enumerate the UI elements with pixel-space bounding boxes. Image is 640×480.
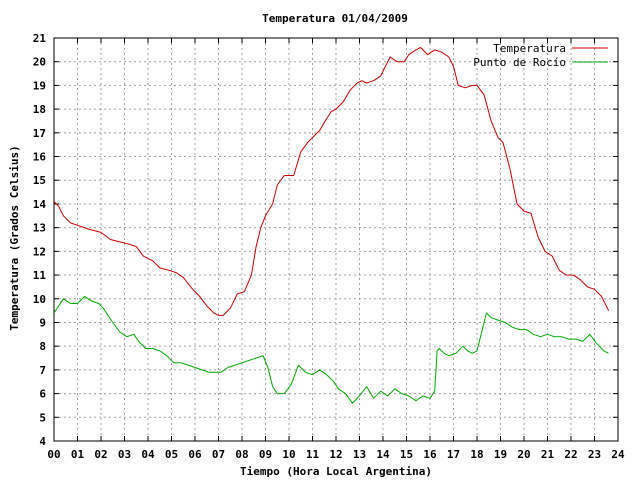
y-tick-label: 20 bbox=[33, 56, 46, 69]
x-tick-label: 20 bbox=[517, 448, 530, 461]
x-tick-label: 02 bbox=[94, 448, 107, 461]
x-tick-label: 23 bbox=[588, 448, 601, 461]
x-tick-label: 22 bbox=[564, 448, 577, 461]
x-tick-label: 05 bbox=[165, 448, 178, 461]
y-tick-label: 9 bbox=[39, 316, 46, 329]
x-tick-label: 07 bbox=[212, 448, 225, 461]
y-tick-label: 15 bbox=[33, 174, 46, 187]
y-tick-label: 10 bbox=[33, 293, 46, 306]
series-line-punto-de-rocio bbox=[53, 295, 609, 404]
x-tick-label: 01 bbox=[71, 448, 85, 461]
y-tick-label: 13 bbox=[33, 222, 46, 235]
grid-lines bbox=[54, 38, 618, 441]
x-tick-label: 13 bbox=[353, 448, 366, 461]
y-tick-label: 19 bbox=[33, 79, 46, 92]
y-tick-label: 12 bbox=[33, 245, 46, 258]
y-tick-label: 6 bbox=[39, 388, 46, 401]
chart-title: Temperatura 01/04/2009 bbox=[262, 12, 408, 25]
y-tick-label: 8 bbox=[39, 340, 46, 353]
x-tick-label: 17 bbox=[447, 448, 460, 461]
x-tick-label: 16 bbox=[423, 448, 437, 461]
legend-label: Punto de Rocío bbox=[473, 56, 566, 69]
x-tick-label: 12 bbox=[329, 448, 342, 461]
x-tick-label: 10 bbox=[282, 448, 295, 461]
y-axis-label: Temperatura (Grados Celsius) bbox=[8, 145, 21, 330]
x-tick-label: 21 bbox=[541, 448, 555, 461]
x-tick-label: 14 bbox=[376, 448, 390, 461]
x-tick-label: 18 bbox=[470, 448, 483, 461]
x-tick-label: 11 bbox=[306, 448, 320, 461]
y-tick-label: 17 bbox=[33, 127, 46, 140]
series-lines bbox=[53, 47, 610, 404]
y-tick-label: 11 bbox=[33, 269, 47, 282]
x-tick-label: 06 bbox=[188, 448, 202, 461]
x-tick-label: 19 bbox=[494, 448, 507, 461]
y-tick-label: 4 bbox=[39, 435, 46, 448]
y-tick-label: 16 bbox=[33, 151, 47, 164]
y-tick-label: 5 bbox=[39, 411, 46, 424]
x-tick-label: 00 bbox=[47, 448, 60, 461]
x-tick-label: 09 bbox=[259, 448, 272, 461]
x-tick-label: 15 bbox=[400, 448, 413, 461]
y-tick-label: 7 bbox=[39, 364, 46, 377]
x-tick-label: 03 bbox=[118, 448, 131, 461]
axis-ticks: 00 01 02 03 04 05 06 07 08 09 10 11 12 13 14 15 16 17 18 19… bbox=[33, 32, 625, 461]
legend-label: Temperatura bbox=[493, 42, 566, 55]
y-tick-label: 18 bbox=[33, 103, 46, 116]
y-tick-label: 21 bbox=[33, 32, 47, 45]
x-tick-label: 04 bbox=[141, 448, 155, 461]
x-tick-label: 08 bbox=[235, 448, 248, 461]
y-tick-label: 14 bbox=[33, 198, 47, 211]
x-tick-label: 24 bbox=[611, 448, 625, 461]
series-line-temperatura bbox=[53, 47, 610, 316]
x-axis-label: Tiempo (Hora Local Argentina) bbox=[240, 465, 432, 478]
